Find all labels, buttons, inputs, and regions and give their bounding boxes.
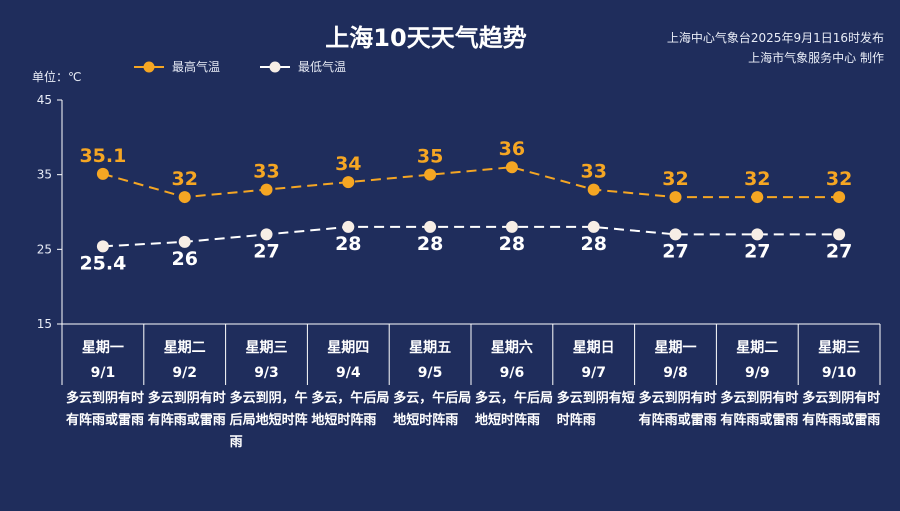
- weather-description: 多云到阴有时有阵雨或雷雨: [147, 391, 226, 428]
- data-point-high: [587, 183, 600, 196]
- data-label-high: 32: [171, 168, 197, 190]
- x-weekday-label: 星期一: [82, 340, 124, 356]
- data-label-high: 35: [417, 146, 443, 168]
- weather-description: 多云到阴有时有阵雨或雷雨: [720, 391, 799, 428]
- data-label-high: 33: [580, 161, 606, 183]
- weather-description: 多云到阴有时有阵雨或雷雨: [66, 391, 145, 428]
- legend-item-high: 最高气温: [134, 58, 220, 75]
- x-date-label: 9/2: [172, 365, 197, 381]
- data-label-low: 28: [335, 233, 361, 255]
- legend-item-low: 最低气温: [260, 58, 346, 75]
- legend-label-high: 最高气温: [172, 60, 221, 74]
- y-tick-label: 35: [37, 168, 52, 182]
- weather-description: 多云到阴有短时阵雨: [556, 391, 635, 428]
- data-label-high: 34: [335, 153, 361, 175]
- data-point-high: [751, 191, 764, 204]
- data-point-low: [424, 220, 437, 233]
- y-tick-label: 25: [37, 242, 52, 256]
- publisher-line-1: 上海中心气象台2025年9月1日16时发布: [666, 31, 884, 45]
- weather-description: 多云，午后局地短时阵雨: [393, 391, 472, 428]
- y-tick-label: 45: [37, 93, 52, 107]
- x-weekday-label: 星期二: [736, 340, 778, 356]
- x-date-label: 9/6: [500, 365, 525, 381]
- legend-marker-low-icon: [260, 61, 291, 72]
- data-label-low: 28: [417, 233, 443, 255]
- weather-description: 多云，午后局地短时阵雨: [311, 391, 390, 428]
- x-date-label: 9/9: [745, 365, 770, 381]
- chart-title: 上海10天天气趋势: [325, 24, 527, 52]
- data-point-low: [342, 220, 355, 233]
- data-label-high: 32: [826, 168, 852, 190]
- y-tick-label: 15: [37, 317, 52, 331]
- data-point-low: [587, 220, 600, 233]
- data-point-low: [669, 228, 682, 241]
- data-point-high: [505, 161, 518, 174]
- data-label-low: 25.4: [79, 252, 126, 274]
- data-label-low: 27: [826, 240, 852, 262]
- data-point-high: [178, 191, 191, 204]
- data-point-high: [342, 176, 355, 189]
- x-weekday-label: 星期三: [246, 340, 288, 356]
- weather-description: 多云到阴有时有阵雨或雷雨: [638, 391, 717, 428]
- data-point-high: [833, 191, 846, 204]
- data-label-low: 27: [662, 240, 688, 262]
- data-label-high: 32: [662, 168, 688, 190]
- x-date-label: 9/3: [254, 365, 279, 381]
- x-date-label: 9/1: [91, 365, 116, 381]
- series-line-high: [102, 166, 840, 199]
- x-weekday-label: 星期四: [327, 340, 369, 356]
- data-label-high: 35.1: [79, 145, 126, 167]
- weather-description: 多云到阴，午后局地短时阵雨: [229, 391, 308, 450]
- data-label-low: 27: [253, 240, 279, 262]
- data-label-low: 27: [744, 240, 770, 262]
- x-date-label: 9/7: [581, 365, 606, 381]
- unit-label: 单位：℃: [32, 70, 82, 84]
- x-weekday-label: 星期三: [818, 340, 860, 356]
- data-point-high: [669, 191, 682, 204]
- publisher-line-2: 上海市气象服务中心 制作: [748, 51, 884, 65]
- data-point-low: [833, 228, 846, 241]
- x-weekday-label: 星期二: [164, 340, 206, 356]
- series-line-low: [102, 225, 840, 248]
- data-point-low: [178, 235, 191, 248]
- x-date-label: 9/5: [418, 365, 443, 381]
- weather-description: 多云，午后局地短时阵雨: [475, 391, 554, 428]
- data-label-low: 28: [580, 233, 606, 255]
- data-point-high: [260, 183, 273, 196]
- x-date-label: 9/10: [822, 365, 857, 381]
- data-label-low: 28: [499, 233, 525, 255]
- weather-description: 多云到阴有时有阵雨或雷雨: [802, 391, 881, 428]
- x-weekday-label: 星期六: [491, 339, 533, 356]
- x-date-label: 9/8: [663, 365, 688, 381]
- data-label-low: 26: [171, 248, 197, 270]
- data-point-low: [260, 228, 273, 241]
- legend-marker-high-icon: [134, 61, 164, 72]
- legend: 最高气温 最低气温: [134, 58, 386, 75]
- data-point-high: [96, 167, 109, 180]
- data-label-high: 32: [744, 168, 770, 190]
- legend-label-low: 最低气温: [298, 60, 347, 74]
- data-label-high: 33: [253, 161, 279, 183]
- data-point-low: [505, 220, 518, 233]
- publisher-info: 上海中心气象台2025年9月1日16时发布 上海市气象服务中心 制作: [667, 28, 884, 68]
- x-weekday-label: 星期一: [655, 340, 697, 356]
- data-point-high: [424, 168, 437, 181]
- data-point-low: [751, 228, 764, 241]
- data-point-low: [96, 240, 109, 253]
- x-date-label: 9/4: [336, 365, 361, 381]
- data-label-high: 36: [499, 138, 525, 160]
- x-weekday-label: 星期日: [573, 340, 615, 356]
- x-weekday-label: 星期五: [409, 340, 451, 356]
